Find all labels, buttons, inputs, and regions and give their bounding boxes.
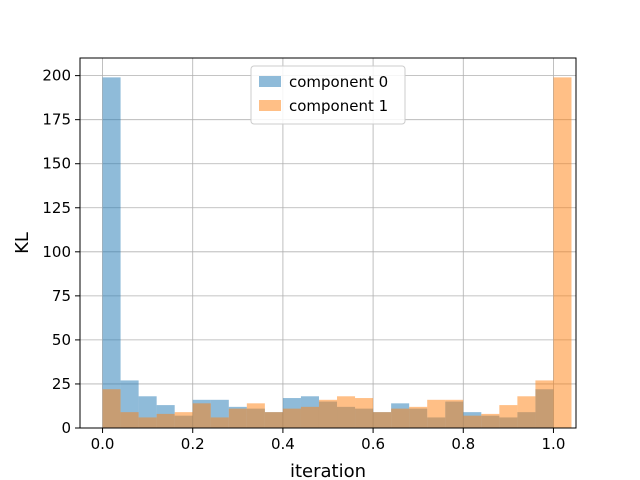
- histogram-bar: [409, 406, 428, 428]
- ticks: 0.0 0.2 0.4 0.6 0.8 1.0 0 25 50 75 100 125 150 175 200: [42, 67, 565, 453]
- y-tick-label: 175: [42, 111, 71, 129]
- histogram-bar: [553, 77, 572, 428]
- histogram-bar: [337, 396, 356, 428]
- y-tick-label: 50: [52, 331, 71, 349]
- histogram-bar: [210, 417, 229, 428]
- histogram-bar: [517, 396, 536, 428]
- x-axis-label: iteration: [290, 461, 366, 480]
- histogram-bar: [481, 413, 500, 428]
- bars: [102, 77, 572, 428]
- x-tick-label: 0.8: [451, 435, 475, 453]
- histogram-bar: [174, 412, 193, 428]
- histogram-bar: [120, 412, 139, 428]
- histogram-bar: [427, 399, 446, 428]
- histogram-bar: [318, 399, 338, 428]
- series-1-bars: [102, 77, 572, 428]
- histogram-bar: [246, 403, 265, 428]
- histogram-bar: [102, 77, 121, 428]
- y-axis-label: KL: [12, 232, 33, 254]
- legend-swatch: [259, 76, 281, 87]
- histogram-bar: [391, 408, 410, 428]
- histogram-bar: [264, 412, 283, 428]
- histogram-bar: [373, 412, 392, 428]
- histogram-bar: [282, 408, 301, 428]
- histogram-bar: [355, 398, 374, 428]
- histogram-bar: [228, 408, 247, 428]
- y-tick-label: 100: [42, 243, 71, 261]
- histogram-bar: [445, 399, 464, 428]
- legend-label: component 0: [289, 73, 388, 91]
- y-tick-label: 200: [42, 67, 71, 85]
- y-tick-label: 150: [42, 155, 71, 173]
- y-tick-label: 0: [61, 419, 71, 437]
- histogram-bar: [499, 405, 518, 428]
- legend: component 0 component 1: [250, 65, 406, 125]
- x-tick-label: 1.0: [542, 435, 566, 453]
- histogram-bar: [138, 417, 157, 428]
- x-tick-label: 0.2: [181, 435, 205, 453]
- histogram-bar: [192, 403, 211, 428]
- y-tick-label: 125: [42, 199, 71, 217]
- plot-frame: [79, 57, 577, 429]
- histogram-bar: [300, 406, 319, 428]
- legend-label: component 1: [289, 97, 388, 115]
- histogram-bar: [463, 415, 482, 428]
- histogram-bar: [156, 413, 175, 428]
- series-0-bars: [102, 77, 554, 428]
- x-tick-label: 0.6: [361, 435, 385, 453]
- histogram-bar: [535, 380, 554, 428]
- legend-box: [250, 65, 406, 125]
- histogram-bar: [102, 389, 121, 428]
- x-tick-label: 0.0: [91, 435, 115, 453]
- y-tick-label: 25: [52, 375, 71, 393]
- legend-swatch: [259, 100, 281, 111]
- y-tick-label: 75: [52, 287, 71, 305]
- x-tick-label: 0.4: [271, 435, 295, 453]
